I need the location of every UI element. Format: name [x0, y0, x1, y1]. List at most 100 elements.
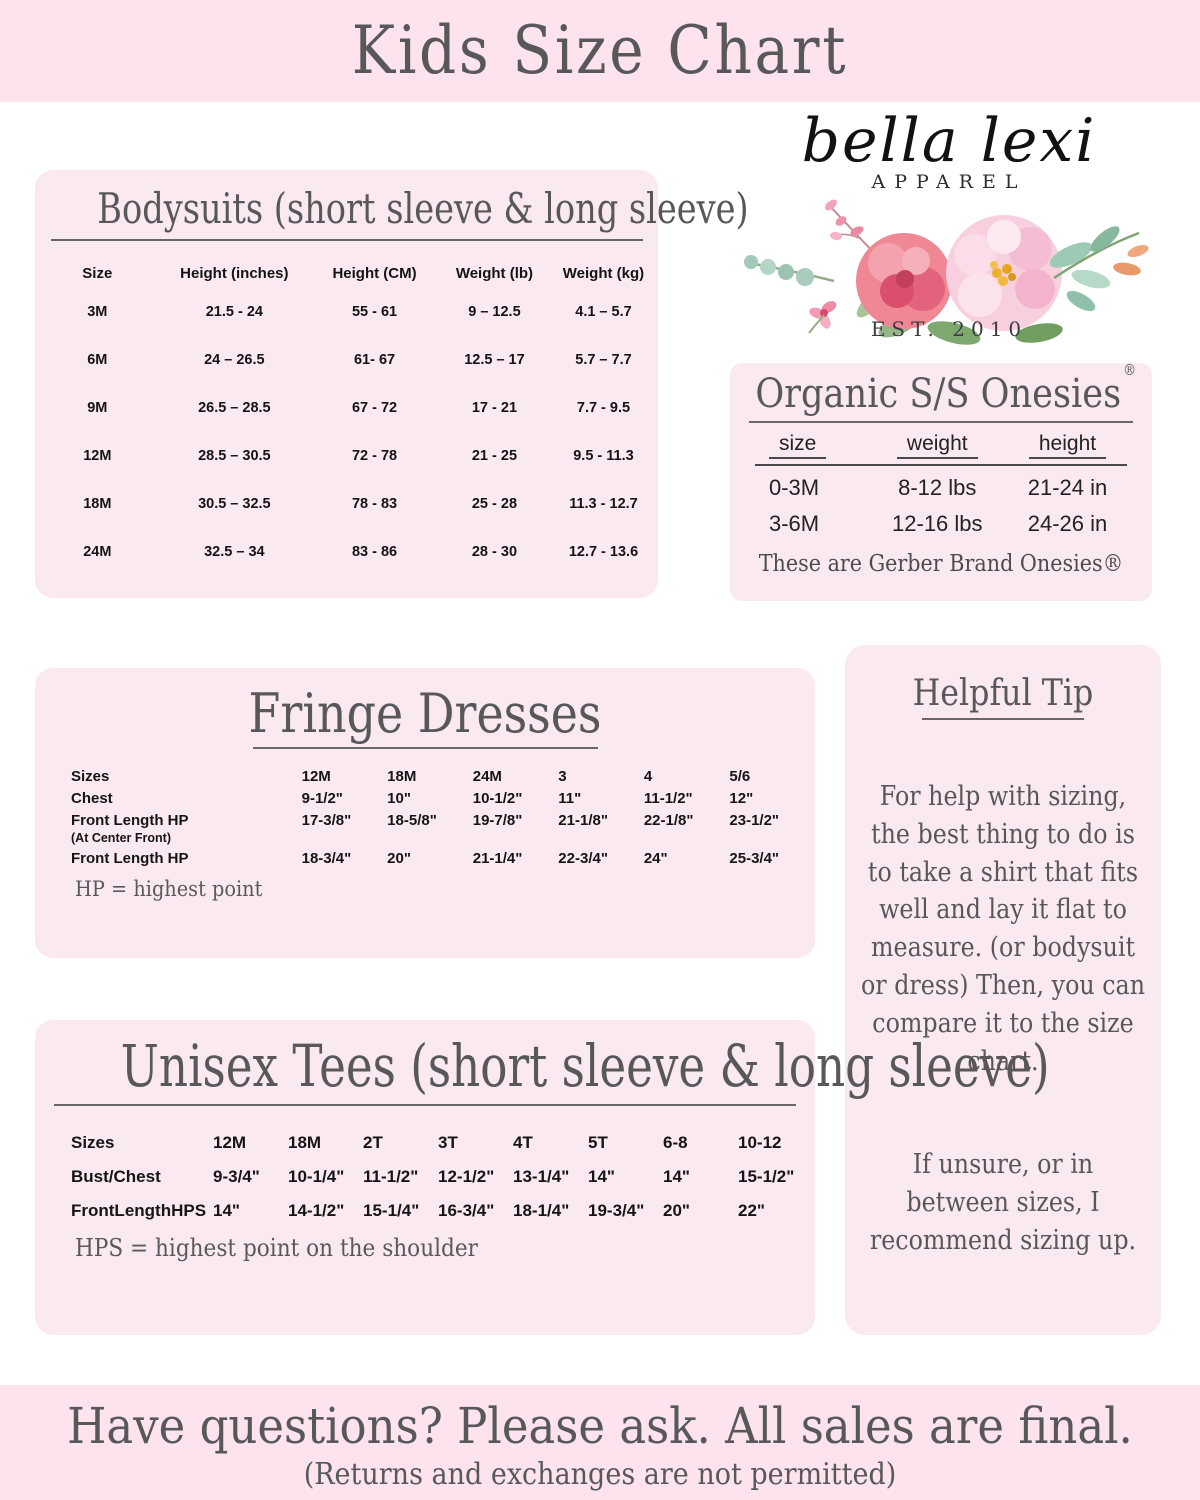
row-label: FrontLengthHPS [71, 1201, 207, 1220]
bodysuits-title-underline [50, 239, 643, 241]
table-cell: 22-1/8" [643, 811, 694, 829]
column-header: weight [866, 431, 1008, 466]
table-row: Front Length HP 17-3/8" 18-5/8" 19-7/8" 21-1… [71, 809, 815, 831]
onesies-table-body: 0-3M 8-12 lbs 21-24 in 3-6M 12-16 lbs 24-26 i… [755, 465, 1127, 538]
fringe-title-underline [252, 747, 598, 749]
table-cell: 2T [363, 1133, 383, 1152]
bodysuits-card: Bodysuits (short sleeve & long sleeve) S… [35, 170, 749, 598]
helpful-tip-card: Helpful Tip For help with sizing, the be… [845, 645, 1161, 1335]
table-row: 12M 28.5 – 30.5 72 - 78 21 - 25 9.5 - 11.3 [35, 432, 658, 480]
table-cell: 19-7/8" [472, 811, 523, 829]
onesies-title: Organic S/S Onesies® [755, 361, 1136, 417]
table-cell: 12" [729, 789, 754, 807]
table-row: 18M 30.5 – 32.5 78 - 83 25 - 28 11.3 - 12.7 [35, 480, 658, 528]
table-cell: 22-3/4" [558, 849, 608, 867]
column-header-text: height [1028, 432, 1107, 459]
table-cell: 26.5 – 28.5 [198, 400, 271, 416]
table-cell: 12-1/2" [438, 1167, 495, 1186]
logo-script-text: bella lexi [801, 106, 1097, 176]
onesies-title-underline [749, 421, 1133, 423]
row-label: 24M [83, 544, 112, 560]
table-row: 24M 32.5 – 34 83 - 86 28 - 30 12.7 - 13.6 [35, 528, 658, 576]
column-header-text: weight [896, 432, 978, 459]
table-row: FrontLengthHPS 14" 14-1/2" 15-1/4" 16-3/4" 18… [71, 1194, 813, 1228]
table-cell: 12.5 – 17 [464, 352, 525, 368]
unisex-tees-size-table: Sizes 12M 18M 2T 3T 4T 5T 6-8 10-12 Bust/Chest 9-3… [71, 1126, 813, 1228]
fringe-size-table: Sizes 12M 18M 24M 3 4 5/6 Chest 9-1/2" 10" 10-1/2"… [71, 765, 815, 869]
table-cell: 18-5/8" [387, 811, 437, 829]
table-cell: 7.7 - 9.5 [576, 400, 631, 416]
row-label: Bust/Chest [71, 1167, 161, 1186]
table-cell: 8-12 lbs [898, 475, 977, 500]
table-cell: 21-24 in [1027, 475, 1108, 500]
greenery-right [1049, 226, 1149, 312]
table-cell: 6-8 [663, 1133, 688, 1152]
table-cell: 78 - 83 [351, 496, 398, 512]
table-cell: 21-1/8" [558, 811, 608, 829]
table-cell: 4 [643, 767, 653, 785]
table-cell: 30.5 – 32.5 [198, 496, 271, 512]
greenery-branch-top-left [825, 199, 875, 254]
table-cell: 32.5 – 34 [204, 544, 265, 560]
table-cell: 21 - 25 [471, 448, 518, 464]
table-cell: 18M [387, 767, 417, 785]
table-row: 6M 24 – 26.5 61- 67 12.5 – 17 5.7 – 7.7 [35, 336, 658, 384]
row-label: Front Length HP [71, 849, 189, 867]
table-cell: 10-1/2" [472, 789, 523, 807]
table-cell: 11.3 - 12.7 [569, 496, 638, 512]
table-row: Bust/Chest 9-3/4" 10-1/4" 11-1/2" 12-1/2" 13-… [71, 1160, 813, 1194]
table-cell: 10" [387, 789, 411, 807]
row-label: 3-6M [769, 511, 820, 536]
table-cell: 61- 67 [353, 352, 396, 368]
column-header-text: size [769, 432, 827, 459]
table-cell: 19-3/4" [588, 1201, 645, 1220]
table-cell: 15-1/2" [738, 1167, 795, 1186]
table-cell: 10-1/4" [288, 1167, 345, 1186]
footer-band: Have questions? Please ask. All sales ar… [0, 1385, 1200, 1500]
table-cell: 72 - 78 [351, 448, 398, 464]
column-header: Height (inches) [180, 265, 289, 282]
table-cell: 18-1/4" [513, 1201, 570, 1220]
table-cell: 3 [558, 767, 567, 785]
registered-trademark-icon: ® [1122, 360, 1137, 379]
table-cell: 12M [213, 1133, 247, 1152]
footer-returns-text: (Returns and exchanges are not permitted… [303, 1457, 897, 1492]
table-cell: 9 – 12.5 [468, 304, 521, 320]
table-row: Sizes 12M 18M 2T 3T 4T 5T 6-8 10-12 [71, 1126, 813, 1160]
table-cell: 16-3/4" [438, 1201, 495, 1220]
unisex-tees-title: Unisex Tees (short sleeve & long sleeve) [120, 1032, 1050, 1100]
helpful-tip-paragraph-1: For help with sizing, the best thing to … [860, 781, 1146, 1077]
row-label: Sizes [71, 767, 110, 785]
fringe-dresses-card: Fringe Dresses Sizes 12M 18M 24M 3 4 5/6 Chest 9… [35, 668, 815, 958]
header-band: Kids Size Chart [0, 0, 1200, 102]
column-header: Height (CM) [332, 265, 417, 282]
table-row: 3M 21.5 - 24 55 - 61 9 – 12.5 4.1 – 5.7 [35, 288, 658, 336]
table-row: 0-3M 8-12 lbs 21-24 in [755, 465, 1127, 502]
table-cell: 5T [588, 1133, 608, 1152]
table-cell: 11-1/2" [363, 1167, 419, 1186]
table-cell: 24" [643, 849, 668, 867]
footer-question-text: Have questions? Please ask. All sales ar… [67, 1397, 1133, 1455]
table-cell: 12M [301, 767, 331, 785]
onesies-card: Organic S/S Onesies® size weight height … [730, 361, 1152, 601]
table-cell: 24M [472, 767, 502, 785]
table-cell: 20" [663, 1201, 690, 1220]
table-cell: 20" [387, 849, 411, 867]
table-cell: 12.7 - 13.6 [568, 544, 639, 560]
table-cell: 22" [738, 1201, 765, 1220]
table-cell: 21.5 - 24 [205, 304, 263, 320]
table-cell: 24-26 in [1027, 511, 1108, 536]
unisex-tees-card: Unisex Tees (short sleeve & long sleeve)… [35, 1020, 1050, 1335]
table-cell: 18M [288, 1133, 322, 1152]
row-label: 0-3M [769, 475, 820, 500]
table-cell: 21-1/4" [472, 849, 523, 867]
table-cell: 11-1/2" [643, 789, 693, 807]
table-row-sublabel: (At Center Front) [71, 831, 815, 847]
flower-small-bottom-left [808, 301, 837, 334]
page-title: Kids Size Chart [351, 12, 849, 89]
onesies-title-text: Organic S/S Onesies [755, 371, 1122, 417]
onesies-table: size weight height 0-3M 8-12 lbs 21-24 in 3… [755, 431, 1127, 538]
table-cell: 18-3/4" [301, 849, 352, 867]
peony-coral [856, 233, 952, 329]
table-cell: 24 – 26.5 [204, 352, 265, 368]
